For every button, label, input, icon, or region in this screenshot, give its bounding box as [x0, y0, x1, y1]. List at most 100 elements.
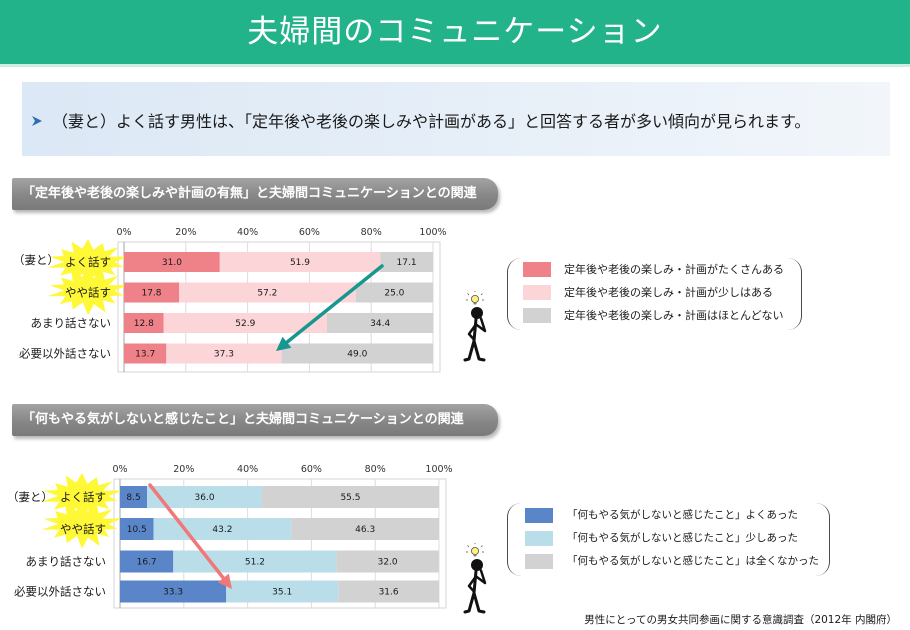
data-label: 17.1 — [397, 258, 417, 268]
data-label: 51.2 — [245, 558, 265, 568]
bar-segment — [120, 518, 154, 540]
trend-arrow-icon — [276, 264, 384, 351]
arrow-bullet-icon — [32, 116, 42, 126]
header-divider — [0, 64, 910, 67]
data-label: 36.0 — [195, 493, 215, 503]
x-tick-label: 60% — [301, 464, 322, 475]
data-label: 12.8 — [134, 319, 154, 329]
legend-1: 定年後や老後の楽しみ・計画がたくさんある 定年後や老後の楽しみ・計画が少しはある… — [507, 258, 802, 330]
legend-swatch — [525, 508, 553, 523]
data-label: 17.8 — [141, 289, 161, 299]
trend-arrow-icon — [148, 483, 232, 589]
legend-label: 「何もやる気がしないと感じたこと」よくあった — [567, 509, 798, 521]
page-title: 夫婦間のコミュニケーション — [247, 14, 663, 50]
thinking-person-icon — [463, 291, 487, 362]
legend-2: 「何もやる気がしないと感じたこと」よくあった 「何もやる気がしないと感じたこと」… — [507, 503, 830, 576]
data-label: 33.3 — [163, 588, 183, 598]
x-tick-label: 0% — [116, 227, 131, 238]
highlight-starburst — [41, 473, 123, 521]
chart-title-banner-2: 「何もやる気がしないと感じたこと」と夫婦間コミュニケーションとの関連 — [12, 404, 498, 436]
summary-box: （妻と）よく話す男性は、「定年後や老後の楽しみや計画がある」と回答する者が多い傾… — [22, 82, 890, 156]
x-tick-label: 20% — [173, 464, 194, 475]
x-tick-label: 40% — [237, 464, 258, 475]
bar-segment — [179, 282, 356, 303]
legend-item: 定年後や老後の楽しみ・計画が少しはある — [508, 285, 801, 301]
category-label: よく話す — [65, 255, 111, 269]
bar-segment — [163, 313, 328, 333]
legend-swatch — [523, 308, 551, 323]
bar-segment — [281, 343, 433, 364]
group-label: （妻と） — [13, 253, 59, 267]
x-tick-label: 60% — [299, 227, 320, 238]
x-tick-label: 20% — [175, 227, 196, 238]
bar-segment — [120, 486, 148, 508]
category-label: あまり話さない — [31, 316, 112, 330]
data-label: 31.0 — [162, 258, 182, 268]
chart-title: 「何もやる気がしないと感じたこと」と夫婦間コミュニケーションとの関連 — [22, 412, 464, 427]
bar-segment — [219, 252, 381, 272]
data-label: 35.1 — [272, 588, 292, 598]
data-label: 13.7 — [135, 350, 155, 360]
highlight-starburst — [41, 501, 123, 549]
bar-segment — [336, 550, 439, 573]
data-label: 55.5 — [340, 493, 360, 503]
data-label: 49.0 — [347, 350, 367, 360]
bar-segment — [120, 580, 227, 603]
bar-segment — [355, 282, 433, 303]
highlight-starburst — [47, 267, 129, 316]
group-label: （妻と） — [7, 490, 53, 504]
legend-label: 定年後や老後の楽しみ・計画がたくさんある — [564, 263, 784, 276]
data-label: 16.7 — [137, 558, 157, 568]
data-label: 52.9 — [235, 319, 255, 329]
bar-segment — [124, 252, 220, 272]
x-tick-label: 100% — [425, 464, 452, 475]
bar-segment — [226, 580, 339, 603]
summary-text: （妻と）よく話す男性は、「定年後や老後の楽しみや計画がある」と回答する者が多い傾… — [52, 112, 811, 131]
data-label: 57.2 — [257, 289, 277, 299]
thinking-person-icon — [463, 543, 487, 614]
data-label: 46.3 — [355, 525, 375, 535]
bar-segment — [124, 313, 164, 333]
legend-label: 「何もやる気がしないと感じたこと」は全くなかった — [567, 555, 819, 567]
bar-segment — [166, 343, 282, 364]
legend-swatch — [525, 531, 553, 546]
header-bar: 夫婦間のコミュニケーション — [0, 0, 910, 64]
legend-label: 定年後や老後の楽しみ・計画が少しはある — [564, 286, 773, 299]
data-label: 10.5 — [127, 525, 147, 535]
category-label: よく話す — [60, 490, 106, 504]
legend-item: 定年後や老後の楽しみ・計画がたくさんある — [508, 262, 801, 278]
x-tick-label: 100% — [419, 227, 446, 238]
bar-segment — [327, 313, 434, 333]
legend-swatch — [523, 285, 551, 300]
x-tick-label: 40% — [237, 227, 258, 238]
legend-swatch — [523, 262, 551, 277]
source-citation: 男性にとっての男女共同参画に関する意識調査（2012年 内閣府） — [584, 614, 897, 626]
category-label: やや話す — [60, 522, 106, 536]
bar-segment — [261, 486, 439, 508]
stacked-bar-chart-2: 0% 20% 40% 60% 80% 100% （妻と） よく話す 8.5 36.0 55.5 やや話… — [7, 464, 453, 609]
category-label: 必要以外話さない — [14, 585, 106, 599]
bar-segment — [124, 343, 167, 364]
data-label: 51.9 — [290, 258, 310, 268]
data-label: 8.5 — [126, 493, 140, 503]
data-label: 34.4 — [370, 319, 390, 329]
data-label: 25.0 — [384, 289, 404, 299]
bar-segment — [120, 550, 174, 573]
legend-item: 「何もやる気がしないと感じたこと」よくあった — [508, 508, 829, 524]
data-label: 43.2 — [212, 525, 232, 535]
bar-segment — [380, 252, 433, 272]
legend-swatch — [525, 554, 553, 569]
x-tick-label: 80% — [365, 464, 386, 475]
bar-segment — [291, 518, 439, 540]
bar-segment — [147, 486, 262, 508]
legend-item: 「何もやる気がしないと感じたこと」少しあった — [508, 531, 829, 547]
x-tick-label: 0% — [112, 464, 127, 475]
category-label: やや話す — [65, 286, 111, 300]
category-label: 必要以外話さない — [19, 347, 111, 361]
x-tick-label: 80% — [361, 227, 382, 238]
data-label: 37.3 — [214, 350, 234, 360]
legend-label: 「何もやる気がしないと感じたこと」少しあった — [567, 532, 798, 544]
category-label: あまり話さない — [26, 555, 107, 569]
bar-segment — [338, 580, 439, 603]
